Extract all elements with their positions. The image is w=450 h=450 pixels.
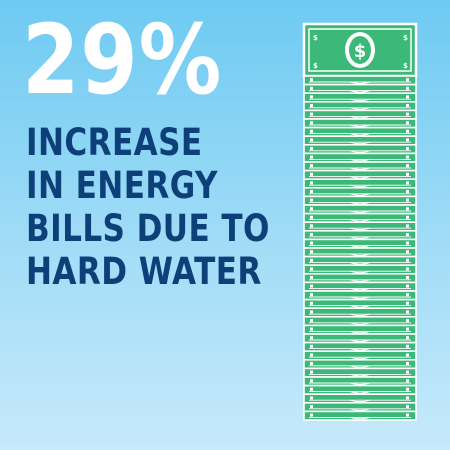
bill-edge	[303, 307, 417, 318]
bill-edge	[303, 212, 417, 224]
bill-edge	[303, 101, 417, 112]
top-bill: $ $ $ $ $	[302, 22, 418, 78]
stat-percentage: 29%	[22, 4, 223, 116]
bill-edge	[303, 238, 417, 249]
caption-line-4: HARD WATER	[26, 250, 262, 293]
bill-edge	[303, 384, 417, 396]
bill-edge	[303, 393, 417, 404]
bill-edge	[303, 118, 417, 129]
money-stack-graphic: $ $ $ $ $	[302, 22, 418, 421]
bill-edge	[303, 195, 417, 206]
bill-edge	[303, 401, 417, 413]
bill-edges	[303, 75, 417, 421]
caption-line-1: INCREASE	[26, 121, 203, 164]
bill-edge	[303, 161, 417, 172]
bill-edge	[303, 135, 417, 146]
bill-edge	[303, 169, 417, 181]
bill-edge	[303, 75, 417, 86]
bill-edge	[303, 187, 417, 198]
bill-dollar-sign: $	[354, 41, 367, 62]
bill-edge	[303, 315, 417, 327]
bill-edge	[303, 298, 417, 310]
bill-edge	[303, 247, 417, 258]
bill-edge	[303, 350, 417, 361]
bill-edge	[303, 358, 417, 370]
bill-edge	[303, 152, 417, 163]
caption-line-3: BILLS DUE TO	[26, 207, 270, 250]
bill-edge	[303, 255, 417, 267]
bill-edge	[303, 290, 417, 301]
bill-edge	[303, 204, 417, 215]
bill-edge	[303, 264, 417, 275]
bill-edge	[303, 281, 417, 292]
bill-edge	[303, 221, 417, 232]
bill-edge	[303, 367, 417, 378]
bill-corner-sign-br: $	[403, 62, 408, 70]
bill-edge	[303, 126, 417, 137]
bill-edge	[303, 324, 417, 335]
bill-edge	[303, 92, 417, 103]
bill-corner-sign-tl: $	[313, 34, 318, 42]
bill-corner-sign-tr: $	[403, 34, 408, 42]
bill-edge	[303, 410, 417, 421]
bill-edge	[303, 83, 417, 94]
stat-caption: INCREASE IN ENERGY BILLS DUE TO HARD WAT…	[26, 121, 316, 293]
bill-edge	[303, 178, 417, 189]
bill-edge	[303, 230, 417, 241]
bill-corner-sign-bl: $	[313, 62, 318, 70]
bill-edge	[303, 144, 417, 155]
bill-edge	[303, 376, 417, 387]
bill-edge	[303, 109, 417, 120]
bill-edge	[303, 341, 417, 353]
caption-line-2: IN ENERGY	[26, 164, 218, 207]
money-stack-icon: $ $ $ $ $	[300, 20, 420, 425]
bill-edge	[303, 333, 417, 344]
bill-edge	[303, 273, 417, 284]
